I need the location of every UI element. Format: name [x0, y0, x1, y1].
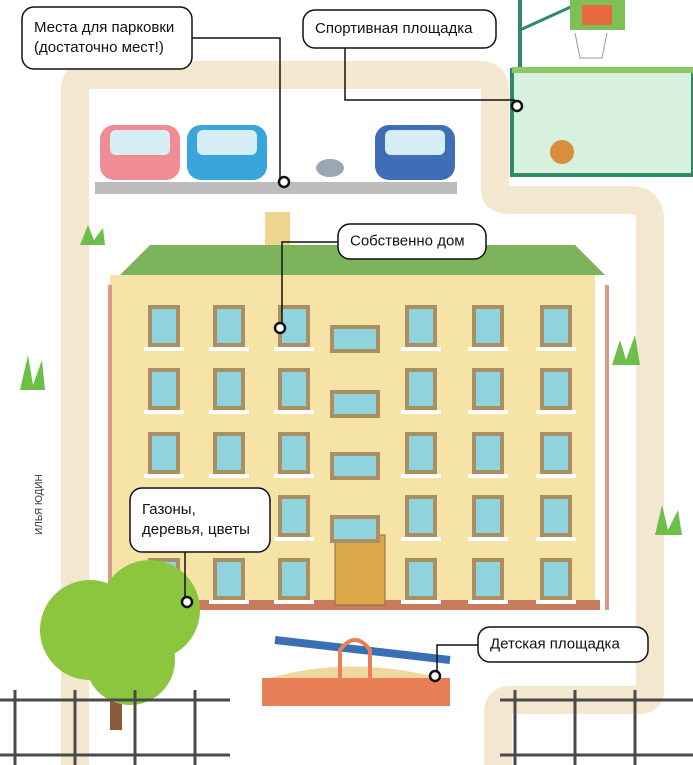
sill — [209, 410, 249, 414]
window-glass — [217, 372, 241, 406]
callout-label: деревья, цветы — [142, 521, 250, 538]
sill — [468, 600, 508, 604]
sill — [401, 600, 441, 604]
window-glass — [409, 309, 433, 343]
window-glass — [544, 499, 568, 533]
sill — [209, 347, 249, 351]
window-glass — [282, 499, 306, 533]
window-glass — [476, 436, 500, 470]
window-glass — [217, 309, 241, 343]
sill — [401, 410, 441, 414]
credit: ИЛЬЯ ЮДИН — [34, 474, 45, 535]
window-glass — [334, 456, 376, 476]
sill — [274, 347, 314, 351]
sports-court — [512, 0, 693, 175]
sill — [536, 474, 576, 478]
sill — [401, 347, 441, 351]
callout-label: Газоны, — [142, 501, 196, 518]
sill — [536, 410, 576, 414]
window-glass — [409, 499, 433, 533]
window-glass — [544, 562, 568, 596]
sill — [468, 474, 508, 478]
window-glass — [152, 309, 176, 343]
scene: Места для парковки (достаточно мест!) Спор… — [0, 0, 693, 765]
sill — [536, 347, 576, 351]
sill — [144, 474, 184, 478]
window-glass — [409, 562, 433, 596]
connector-dot — [182, 597, 192, 607]
sill — [144, 410, 184, 414]
window-glass — [544, 309, 568, 343]
connector-dot — [275, 323, 285, 333]
callout-label: Детская площадка — [490, 635, 620, 652]
sill — [401, 537, 441, 541]
window-glass — [282, 372, 306, 406]
window-glass — [334, 519, 376, 539]
sill — [274, 600, 314, 604]
window-glass — [334, 394, 376, 414]
window-glass — [217, 436, 241, 470]
window-glass — [476, 372, 500, 406]
window-glass — [544, 372, 568, 406]
sill — [468, 410, 508, 414]
callout-label: Собственно дом — [350, 232, 465, 249]
connector-dot — [279, 177, 289, 187]
sill — [274, 474, 314, 478]
window-glass — [476, 499, 500, 533]
playground — [262, 640, 450, 706]
connector-dot — [430, 671, 440, 681]
window-glass — [217, 562, 241, 596]
sill — [536, 600, 576, 604]
window-glass — [476, 309, 500, 343]
callout-label: Места для парковки — [34, 19, 174, 36]
sill — [209, 474, 249, 478]
window-glass — [544, 436, 568, 470]
connector-dot — [512, 101, 522, 111]
window-glass — [409, 436, 433, 470]
callout-label: Спортивная площадка — [315, 20, 473, 37]
sill — [401, 474, 441, 478]
sill — [274, 410, 314, 414]
sill — [468, 537, 508, 541]
window-glass — [282, 562, 306, 596]
window-glass — [152, 372, 176, 406]
window-glass — [476, 562, 500, 596]
sill — [468, 347, 508, 351]
window-glass — [334, 329, 376, 349]
sill — [274, 537, 314, 541]
window-glass — [282, 436, 306, 470]
window-glass — [409, 372, 433, 406]
window-glass — [152, 436, 176, 470]
callout-label: (достаточно мест!) — [34, 39, 164, 56]
sill — [536, 537, 576, 541]
sill — [144, 347, 184, 351]
parking — [95, 125, 457, 194]
sill — [209, 600, 249, 604]
